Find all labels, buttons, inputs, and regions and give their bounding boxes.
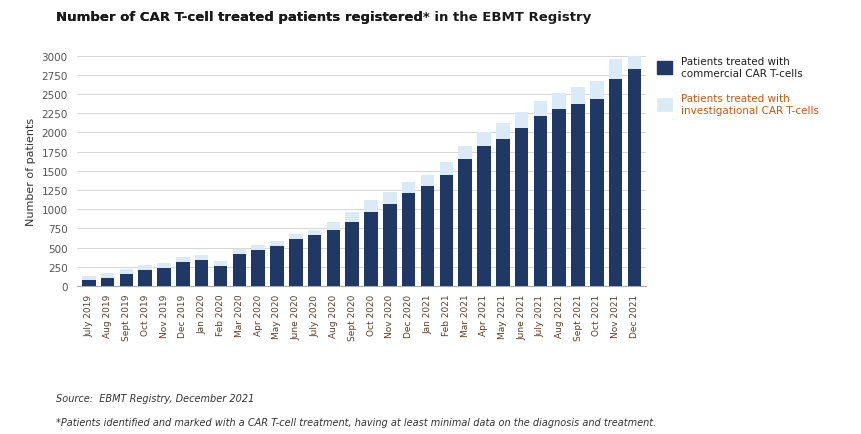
Bar bbox=[515, 112, 529, 286]
Bar bbox=[120, 275, 133, 286]
Bar bbox=[402, 194, 416, 286]
Bar bbox=[139, 271, 152, 286]
Bar bbox=[458, 147, 472, 286]
Bar bbox=[177, 262, 189, 286]
Y-axis label: Number of patients: Number of patients bbox=[26, 118, 36, 225]
Bar bbox=[82, 281, 96, 286]
Bar bbox=[214, 266, 227, 286]
Bar bbox=[82, 276, 96, 286]
Bar bbox=[251, 245, 265, 286]
Text: Number of CAR T-cell treated patients registered* in the EBMT Registry: Number of CAR T-cell treated patients re… bbox=[56, 11, 592, 24]
Bar bbox=[289, 239, 302, 286]
Bar bbox=[571, 105, 585, 286]
Bar bbox=[515, 128, 529, 286]
Bar bbox=[628, 49, 641, 286]
Bar bbox=[195, 261, 208, 286]
Bar bbox=[534, 102, 547, 286]
Bar bbox=[402, 182, 416, 286]
Bar bbox=[628, 70, 641, 286]
Bar bbox=[232, 255, 246, 286]
Bar bbox=[534, 117, 547, 286]
Bar bbox=[458, 160, 472, 286]
Bar bbox=[496, 124, 510, 286]
Bar bbox=[307, 231, 321, 286]
Bar bbox=[232, 250, 246, 286]
Bar bbox=[590, 99, 604, 286]
Bar bbox=[214, 261, 227, 286]
Bar bbox=[571, 88, 585, 286]
Bar bbox=[158, 263, 170, 286]
Bar bbox=[421, 175, 434, 286]
Bar bbox=[364, 201, 378, 286]
Bar bbox=[590, 81, 604, 286]
Text: Source:  EBMT Registry, December 2021: Source: EBMT Registry, December 2021 bbox=[56, 393, 254, 403]
Bar bbox=[177, 257, 189, 286]
Bar bbox=[421, 187, 434, 286]
Bar bbox=[439, 175, 453, 286]
Bar bbox=[364, 212, 378, 286]
Bar bbox=[270, 241, 284, 286]
Text: Number of CAR T-cell treated patients registered: Number of CAR T-cell treated patients re… bbox=[56, 11, 423, 24]
Bar bbox=[195, 256, 208, 286]
Bar bbox=[477, 147, 491, 286]
Bar bbox=[553, 110, 566, 286]
Bar bbox=[289, 234, 302, 286]
Text: *Patients identified and marked with a CAR T-cell treatment, having at least min: *Patients identified and marked with a C… bbox=[56, 417, 656, 427]
Bar bbox=[345, 223, 359, 286]
Bar bbox=[101, 278, 115, 286]
Bar bbox=[609, 60, 623, 286]
Bar bbox=[326, 230, 340, 286]
Bar bbox=[120, 270, 133, 286]
Bar bbox=[251, 250, 265, 286]
Bar bbox=[101, 273, 115, 286]
Bar bbox=[158, 268, 170, 286]
Bar bbox=[477, 133, 491, 286]
Bar bbox=[345, 213, 359, 286]
Legend: Patients treated with
commercial CAR T-cells, Patients treated with
investigatio: Patients treated with commercial CAR T-c… bbox=[657, 57, 819, 116]
Bar bbox=[439, 163, 453, 286]
Bar bbox=[496, 139, 510, 286]
Bar bbox=[307, 236, 321, 286]
Bar bbox=[383, 193, 397, 286]
Bar bbox=[609, 79, 623, 286]
Bar bbox=[270, 246, 284, 286]
Bar bbox=[326, 223, 340, 286]
Bar bbox=[139, 266, 152, 286]
Bar bbox=[383, 204, 397, 286]
Bar bbox=[553, 94, 566, 286]
